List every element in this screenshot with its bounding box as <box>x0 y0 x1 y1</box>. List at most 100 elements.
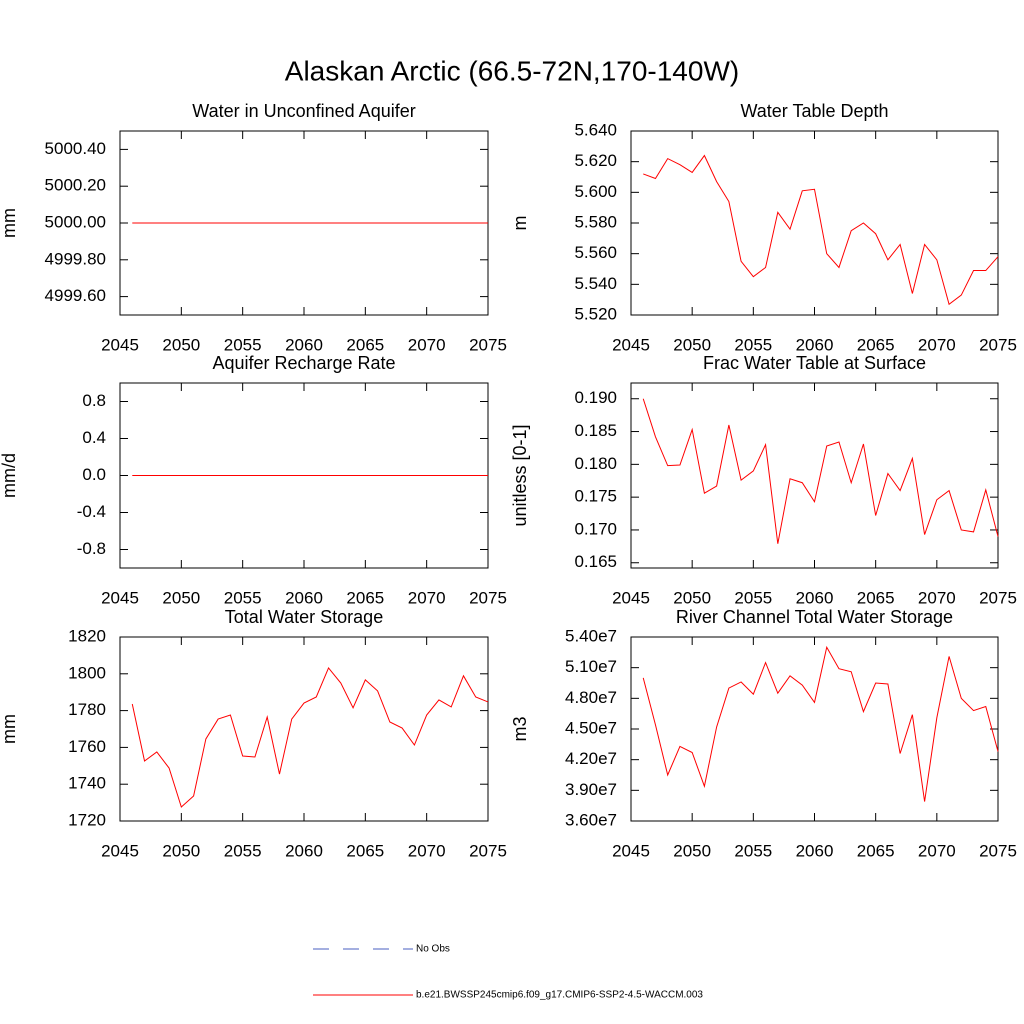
y-tick-label: 4999.60 <box>45 286 106 305</box>
x-tick-label: 2045 <box>612 841 650 860</box>
y-tick-label: 1800 <box>68 663 106 682</box>
y-tick-label: 0.165 <box>574 552 617 571</box>
panel-title: Total Water Storage <box>225 607 383 627</box>
x-tick-label: 2060 <box>285 588 323 607</box>
y-tick-label: 4.80e7 <box>565 688 617 707</box>
y-tick-label: 5.560 <box>574 243 617 262</box>
x-tick-label: 2045 <box>612 588 650 607</box>
x-tick-label: 2055 <box>224 335 262 354</box>
y-tick-label: 1820 <box>68 626 106 645</box>
x-tick-label: 2060 <box>285 335 323 354</box>
x-tick-label: 2055 <box>224 841 262 860</box>
y-axis-label: mm/d <box>0 453 19 498</box>
plot-frame <box>630 130 999 316</box>
data-line <box>643 154 999 306</box>
x-tick-label: 2055 <box>734 588 772 607</box>
x-tick-label: 2065 <box>857 588 895 607</box>
y-tick-label: 0.180 <box>574 454 617 473</box>
y-tick-label: -0.8 <box>77 539 106 558</box>
y-tick-label: 0.170 <box>574 519 617 538</box>
x-tick-label: 2045 <box>101 841 139 860</box>
y-tick-label: 4.50e7 <box>565 718 617 737</box>
y-tick-label: 5.640 <box>574 120 617 139</box>
x-tick-label: 2075 <box>469 335 507 354</box>
x-tick-label: 2055 <box>224 588 262 607</box>
y-axis-label: m <box>510 216 530 231</box>
legend-label: No Obs <box>416 944 450 955</box>
x-tick-label: 2070 <box>918 588 956 607</box>
x-tick-label: 2060 <box>796 841 834 860</box>
y-tick-label: 5.10e7 <box>565 657 617 676</box>
x-tick-label: 2050 <box>162 841 200 860</box>
y-tick-label: 5000.40 <box>45 139 106 158</box>
plot-frame <box>630 382 999 569</box>
x-tick-label: 2060 <box>796 335 834 354</box>
y-tick-label: 5.600 <box>574 182 617 201</box>
y-tick-label: 0.185 <box>574 421 617 440</box>
x-tick-label: 2050 <box>162 335 200 354</box>
x-tick-label: 2065 <box>346 335 384 354</box>
data-line <box>642 645 999 802</box>
x-tick-label: 2070 <box>408 841 446 860</box>
x-tick-label: 2075 <box>979 335 1017 354</box>
x-tick-label: 2050 <box>673 588 711 607</box>
plot-frame <box>119 636 489 822</box>
data-line <box>642 398 999 544</box>
x-tick-label: 2075 <box>469 588 507 607</box>
y-axis-label: mm <box>0 208 19 238</box>
y-tick-label: 5000.20 <box>45 176 106 195</box>
plot-frame <box>630 636 999 822</box>
x-tick-label: 2050 <box>673 841 711 860</box>
y-tick-label: -0.4 <box>77 502 106 521</box>
y-tick-label: 0.190 <box>574 388 617 407</box>
y-tick-label: 0.8 <box>82 391 106 410</box>
y-tick-label: 0.0 <box>82 465 106 484</box>
x-tick-label: 2075 <box>979 588 1017 607</box>
y-tick-label: 3.60e7 <box>565 810 617 829</box>
y-tick-label: 1780 <box>68 700 106 719</box>
panel-title: Water in Unconfined Aquifer <box>192 101 415 121</box>
x-tick-label: 2070 <box>408 588 446 607</box>
y-tick-label: 5.40e7 <box>565 626 617 645</box>
y-tick-label: 4.20e7 <box>565 749 617 768</box>
y-tick-label: 5.580 <box>574 212 617 231</box>
x-tick-label: 2045 <box>101 335 139 354</box>
x-tick-label: 2050 <box>162 588 200 607</box>
data-line <box>131 666 489 808</box>
y-tick-label: 0.4 <box>82 428 106 447</box>
panel-title: River Channel Total Water Storage <box>676 607 953 627</box>
y-axis-label: mm <box>0 714 19 744</box>
x-tick-label: 2075 <box>469 841 507 860</box>
y-tick-label: 5.620 <box>574 151 617 170</box>
x-tick-label: 2055 <box>734 335 772 354</box>
x-tick-label: 2070 <box>918 335 956 354</box>
x-tick-label: 2060 <box>796 588 834 607</box>
panel-title: Frac Water Table at Surface <box>703 353 926 373</box>
x-tick-label: 2065 <box>857 841 895 860</box>
y-tick-label: 1740 <box>68 774 106 793</box>
x-tick-label: 2070 <box>408 335 446 354</box>
y-tick-label: 1720 <box>68 810 106 829</box>
y-tick-label: 5.520 <box>574 304 617 323</box>
legend-label: b.e21.BWSSP245cmip6.f09_g17.CMIP6-SSP2-4… <box>416 990 703 1001</box>
x-tick-label: 2050 <box>673 335 711 354</box>
x-tick-label: 2070 <box>918 841 956 860</box>
x-tick-label: 2065 <box>857 335 895 354</box>
y-tick-label: 0.175 <box>574 487 617 506</box>
y-axis-label: unitless [0-1] <box>510 424 530 526</box>
x-tick-label: 2065 <box>346 588 384 607</box>
x-tick-label: 2055 <box>734 841 772 860</box>
y-tick-label: 1760 <box>68 737 106 756</box>
x-tick-label: 2075 <box>979 841 1017 860</box>
panel-title: Water Table Depth <box>740 101 888 121</box>
y-tick-label: 4999.80 <box>45 249 106 268</box>
x-tick-label: 2065 <box>346 841 384 860</box>
x-tick-label: 2045 <box>101 588 139 607</box>
y-tick-label: 5.540 <box>574 274 617 293</box>
y-axis-label: m3 <box>510 716 530 741</box>
y-tick-label: 3.90e7 <box>565 780 617 799</box>
figure-title: Alaskan Arctic (66.5-72N,170-140W) <box>285 55 739 86</box>
x-tick-label: 2060 <box>285 841 323 860</box>
